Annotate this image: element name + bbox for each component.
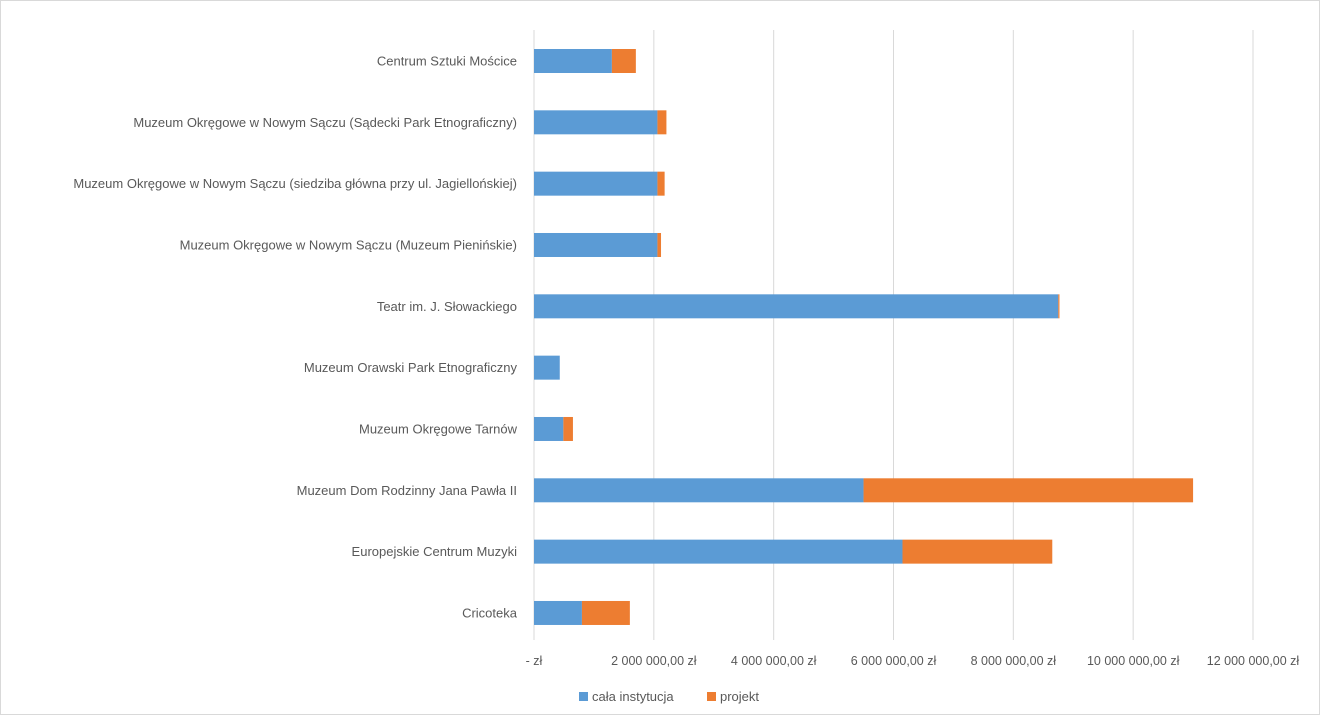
bar-segment-projekt — [611, 49, 636, 73]
bar-segment-cala-instytucja — [534, 355, 560, 380]
bar-segment-projekt — [1058, 294, 1060, 319]
bar-segment-projekt — [581, 600, 630, 625]
legend-label: projekt — [720, 689, 759, 704]
category-label: Teatr im. J. Słowackiego — [377, 299, 517, 314]
bar-segment-projekt — [902, 539, 1053, 564]
x-tick-label: 6 000 000,00 zł — [851, 654, 937, 668]
x-axis-tick-labels: - zł 2 000 000,00 zł 4 000 000,00 zł 6 000 … — [526, 654, 1300, 668]
x-tick-label: 12 000 000,00 zł — [1207, 654, 1300, 668]
bar-segment-cala-instytucja — [534, 600, 582, 625]
bar-segment-cala-instytucja — [534, 416, 564, 441]
bar-segment-projekt — [563, 416, 573, 441]
category-label: Muzeum Orawski Park Etnograficzny — [304, 360, 518, 375]
category-label: Europejskie Centrum Muzyki — [352, 544, 518, 559]
bar-segment-cala-instytucja — [534, 49, 612, 73]
bar-segment-projekt — [657, 232, 662, 257]
bar-segment-cala-instytucja — [534, 232, 658, 257]
category-label: Centrum Sztuki Mościce — [377, 54, 517, 69]
bar-segment-cala-instytucja — [534, 110, 658, 135]
category-label: Muzeum Okręgowe w Nowym Sączu (Sądecki P… — [133, 115, 517, 130]
x-tick-label: 8 000 000,00 zł — [971, 654, 1057, 668]
legend-label: cała instytucja — [592, 689, 674, 704]
category-label: Muzeum Okręgowe w Nowym Sączu (Muzeum Pi… — [180, 237, 517, 252]
legend-swatch — [707, 692, 716, 701]
bar-segment-cala-instytucja — [534, 294, 1059, 319]
legend: cała instytucja projekt — [579, 689, 759, 704]
x-tick-label: 10 000 000,00 zł — [1087, 654, 1180, 668]
category-labels: Centrum Sztuki Mościce Muzeum Okręgowe w … — [73, 54, 517, 621]
bar-segment-projekt — [863, 478, 1194, 503]
bar-segment-projekt — [657, 110, 667, 135]
x-tick-label: - zł — [526, 654, 543, 668]
bar-segment-cala-instytucja — [534, 171, 658, 196]
x-tick-label: 2 000 000,00 zł — [611, 654, 697, 668]
category-label: Muzeum Okręgowe Tarnów — [359, 421, 518, 436]
bar-segment-projekt — [657, 171, 665, 196]
category-label: Muzeum Okręgowe w Nowym Sączu (siedziba … — [73, 176, 517, 191]
bar-segment-cala-instytucja — [534, 478, 864, 503]
bar-segment-cala-instytucja — [534, 539, 903, 564]
bars — [534, 49, 1194, 625]
legend-swatch — [579, 692, 588, 701]
category-label: Muzeum Dom Rodzinny Jana Pawła II — [297, 483, 517, 498]
x-tick-label: 4 000 000,00 zł — [731, 654, 817, 668]
category-label: Cricoteka — [462, 605, 518, 620]
